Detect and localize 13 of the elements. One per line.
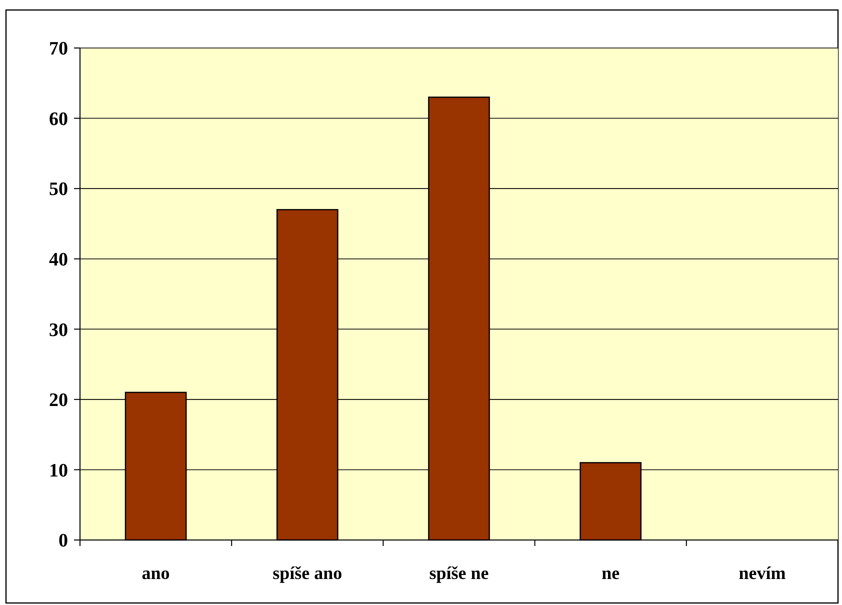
y-tick-label: 70 (49, 38, 68, 60)
y-tick-label: 50 (49, 179, 68, 200)
x-tick-label: nevím (738, 563, 786, 583)
x-tick-label: ano (142, 563, 170, 583)
y-tick-label: 20 (49, 390, 68, 412)
x-tick-label: ne (602, 563, 620, 583)
x-tick-label: spíše ne (429, 563, 489, 583)
y-tick-label: 10 (49, 460, 68, 482)
y-tick-label: 40 (49, 250, 68, 271)
y-tick-label: 0 (58, 530, 68, 552)
y-tick-label: 30 (49, 320, 68, 341)
x-tick-label: spíše ano (272, 563, 342, 583)
y-tick-label: 60 (49, 108, 68, 130)
